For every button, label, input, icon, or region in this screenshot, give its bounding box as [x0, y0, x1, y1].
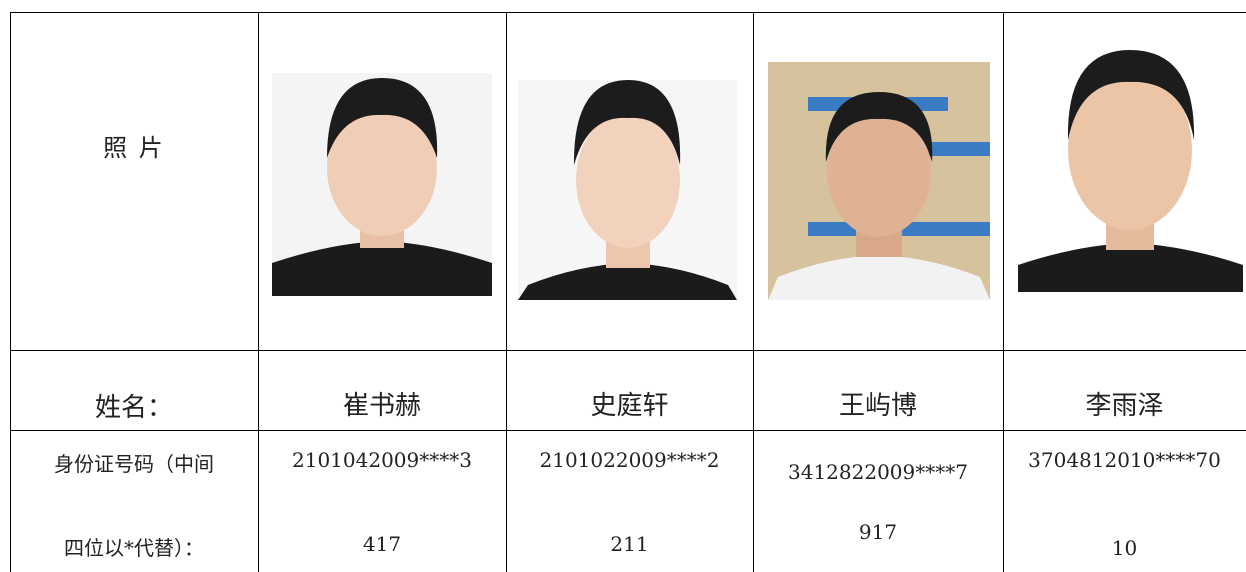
- table-border: [10, 430, 1246, 431]
- name-label: 姓名：: [94, 393, 173, 423]
- student-id: 10: [1111, 536, 1138, 560]
- table-border: [1003, 12, 1004, 572]
- table-border: [506, 12, 507, 572]
- table-border: [258, 12, 259, 572]
- student-name: 史庭轩: [590, 391, 669, 421]
- photo: [518, 80, 737, 300]
- student-name: 崔书赫: [342, 391, 421, 421]
- photo: [272, 73, 492, 296]
- id-label: 身份证号码（中间: [54, 452, 214, 476]
- student-id: 211: [610, 532, 649, 556]
- table-border: [753, 12, 754, 572]
- photo-label: 照 片: [103, 134, 165, 162]
- student-id: 2101022009****2: [539, 448, 720, 472]
- student-name: 李雨泽: [1085, 391, 1164, 421]
- student-id: 3704812010****70: [1028, 448, 1221, 472]
- table-border: [10, 350, 1246, 351]
- student-name: 王屿博: [838, 391, 917, 421]
- photo: [1018, 50, 1243, 292]
- photo: [768, 62, 990, 300]
- id-label: 四位以*代替）：: [64, 536, 204, 560]
- student-id: 3412822009****7: [788, 460, 968, 484]
- student-id: 917: [858, 520, 898, 544]
- table-border: [10, 12, 11, 572]
- student-id: 2101042009****3: [292, 448, 472, 472]
- student-id: 417: [362, 532, 402, 556]
- table-border: [10, 12, 1246, 13]
